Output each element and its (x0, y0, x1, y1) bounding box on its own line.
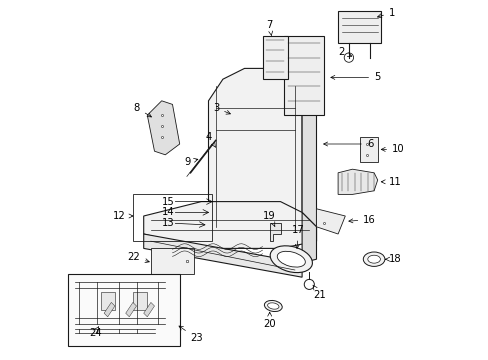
Text: 17: 17 (291, 225, 304, 248)
Text: 3: 3 (213, 103, 230, 114)
Text: 2: 2 (338, 47, 351, 57)
Text: 8: 8 (134, 103, 151, 117)
Polygon shape (133, 292, 147, 310)
Text: 24: 24 (89, 328, 102, 338)
Text: 19: 19 (263, 211, 276, 226)
Ellipse shape (264, 301, 282, 311)
Text: 1: 1 (377, 8, 394, 18)
Polygon shape (143, 202, 316, 248)
Ellipse shape (363, 252, 384, 266)
Text: 16: 16 (348, 215, 375, 225)
Polygon shape (284, 36, 323, 115)
Text: 15: 15 (162, 197, 174, 207)
Text: 23: 23 (179, 326, 203, 343)
Text: 6: 6 (323, 139, 372, 149)
Text: 21: 21 (312, 285, 326, 300)
Polygon shape (359, 137, 377, 162)
Ellipse shape (270, 246, 312, 273)
Polygon shape (316, 209, 345, 234)
Text: 5: 5 (330, 72, 380, 82)
Text: 13: 13 (162, 218, 174, 228)
Polygon shape (302, 101, 316, 241)
Polygon shape (104, 302, 115, 317)
Polygon shape (337, 11, 381, 43)
Polygon shape (143, 302, 154, 317)
Bar (68, 274, 179, 346)
Text: 10: 10 (381, 144, 404, 154)
Polygon shape (262, 36, 287, 79)
Polygon shape (269, 223, 280, 241)
Polygon shape (147, 101, 179, 155)
Text: 14: 14 (162, 207, 174, 217)
Polygon shape (337, 169, 377, 194)
Polygon shape (143, 234, 302, 277)
Text: 9: 9 (184, 157, 198, 167)
Text: 20: 20 (263, 312, 275, 329)
Polygon shape (208, 227, 316, 241)
Text: 11: 11 (381, 177, 401, 187)
Bar (151, 248, 194, 274)
Ellipse shape (367, 255, 380, 263)
Ellipse shape (267, 303, 279, 309)
Text: 18: 18 (385, 254, 400, 264)
Text: 12: 12 (113, 211, 133, 221)
Bar (133, 194, 212, 241)
Text: 7: 7 (266, 20, 272, 36)
Text: 4: 4 (205, 132, 215, 147)
Text: 22: 22 (127, 252, 149, 263)
Polygon shape (302, 212, 316, 263)
Ellipse shape (277, 251, 305, 267)
Polygon shape (125, 302, 136, 317)
Polygon shape (101, 292, 115, 310)
Polygon shape (208, 68, 302, 227)
